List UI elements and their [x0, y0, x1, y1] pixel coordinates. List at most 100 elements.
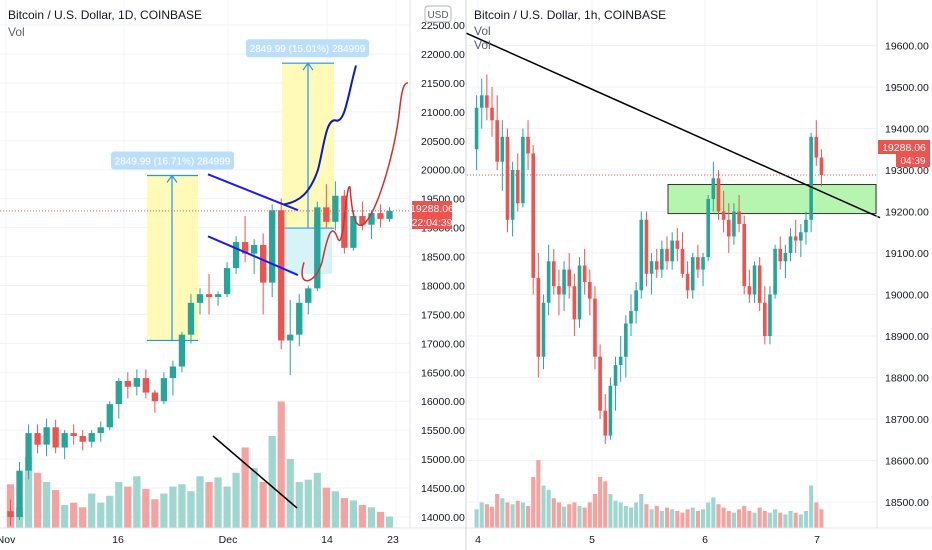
right-volume-bar — [680, 512, 685, 528]
right-date-tick: 4 — [475, 534, 481, 546]
right-volume-bar — [726, 511, 731, 528]
right-candle-body — [634, 290, 638, 312]
channel-lower-line — [207, 235, 299, 276]
right-candle-body — [593, 298, 597, 357]
left-candle-body — [25, 433, 32, 471]
right-candle-body — [567, 269, 572, 287]
right-volume-bar — [587, 502, 592, 528]
right-candle-body — [726, 219, 731, 237]
right-volume-bar — [783, 514, 788, 528]
right-candle-body — [629, 311, 633, 324]
right-candle-body — [505, 136, 510, 220]
right-candle-body — [773, 248, 777, 295]
left-candle-body — [178, 334, 186, 367]
left-price-tick: 21000.00 — [421, 107, 465, 119]
left-volume-bar — [286, 459, 294, 528]
left-candle-body — [88, 433, 95, 442]
left-volume-bar — [259, 482, 267, 528]
right-candle-body — [521, 136, 525, 204]
left-date-tick: 14 — [321, 534, 333, 546]
measure-label-1: 2849.99 (16.71%) 284999 — [115, 156, 231, 167]
left-date-tick: 16 — [112, 534, 124, 546]
left-volume-bar — [205, 482, 213, 528]
right-candle-body — [670, 240, 674, 262]
left-candle-body — [260, 244, 267, 283]
right-price-tick: 19600.00 — [885, 41, 929, 53]
right-volume-bar — [639, 494, 644, 528]
left-volume-bar — [322, 487, 330, 528]
currency-badge[interactable] — [424, 5, 452, 23]
left-time-axis[interactable]: Nov 16 Dec 14 23 — [0, 527, 466, 546]
right-volume-bar — [737, 509, 742, 528]
left-price-tick: 18500.00 — [421, 252, 465, 264]
left-volume-bar — [124, 486, 132, 528]
left-candle-body — [223, 268, 231, 295]
right-title: Bitcoin / U.S. Dollar, 1h, COINBASE — [474, 8, 666, 22]
right-volume-bar — [495, 494, 500, 528]
right-candle-body — [495, 120, 499, 162]
left-candle-body — [332, 195, 339, 222]
left-volume-bar — [79, 507, 87, 528]
measure-label-2: 2849.99 (15.01%) 284999 — [250, 44, 366, 55]
left-volume-bar — [151, 499, 159, 528]
left-volume-bar — [277, 401, 285, 528]
right-candle-body — [562, 269, 566, 295]
right-price-axis[interactable]: 19600.00 19500.00 19400.00 19300.00 19200.00… — [876, 0, 929, 528]
left-last-price-tag — [412, 201, 452, 215]
right-volume-bar — [649, 509, 654, 528]
right-candle-body — [788, 236, 793, 253]
right-volume-bar — [484, 504, 489, 528]
left-candle-body — [79, 435, 86, 442]
left-volume-label: Vol — [8, 25, 25, 39]
right-volume-bar — [803, 511, 809, 528]
right-price-tick: 19400.00 — [885, 124, 929, 136]
left-volume-bar — [88, 493, 96, 528]
right-candle-body — [696, 257, 700, 270]
right-candle-body — [809, 136, 813, 220]
right-candle-body — [660, 248, 664, 270]
right-volume-bar — [721, 507, 726, 528]
right-candle-body — [757, 265, 762, 303]
left-volume-bar — [106, 495, 114, 528]
right-candle-body — [799, 232, 803, 241]
right-time-axis[interactable]: 4 5 6 7 — [466, 527, 932, 546]
left-candle-body — [196, 294, 204, 303]
left-candle-body — [250, 244, 258, 254]
left-drawings[interactable] — [0, 65, 410, 509]
right-candle-body — [654, 261, 659, 270]
right-volume-bar — [613, 500, 618, 528]
left-volume-bar — [223, 486, 231, 528]
left-price-tick: 14000.00 — [421, 512, 465, 524]
left-candle-body — [133, 378, 140, 387]
right-zone[interactable] — [667, 184, 877, 215]
left-price-tick: 16000.00 — [421, 396, 465, 408]
right-volume-bar — [546, 489, 551, 528]
left-volume-bar — [232, 472, 240, 528]
left-volume-bar — [196, 476, 204, 528]
left-volume-bar — [340, 498, 348, 528]
right-candle-body — [515, 170, 520, 204]
left-volume-bar — [97, 502, 105, 528]
right-volume-bar — [551, 498, 556, 528]
left-last-price: 19288.06 — [410, 203, 454, 215]
right-candle-body — [613, 365, 618, 386]
right-volume-bar — [515, 500, 520, 528]
right-candle-body — [778, 248, 783, 262]
right-drawings[interactable] — [465, 32, 881, 219]
right-volume-bar — [731, 512, 736, 528]
right-candle-body — [732, 211, 736, 237]
right-candle-body — [747, 286, 752, 295]
right-volume-bar — [489, 506, 495, 528]
support-zone-box — [667, 184, 877, 215]
right-candle-body — [752, 265, 757, 295]
left-volume-bar — [376, 511, 385, 528]
right-candle-body — [768, 294, 772, 336]
left-volume-bar — [187, 491, 195, 528]
left-candle-body — [359, 216, 366, 225]
left-measure-tools[interactable]: 2849.99 (16.71%) 284999 2849.99 (15.01%) … — [111, 39, 369, 342]
left-price-tick: 15000.00 — [421, 454, 465, 466]
resistance-trend-line — [465, 32, 881, 219]
left-price-tick: 20500.00 — [421, 136, 465, 148]
right-price-tick: 19000.00 — [885, 290, 929, 302]
